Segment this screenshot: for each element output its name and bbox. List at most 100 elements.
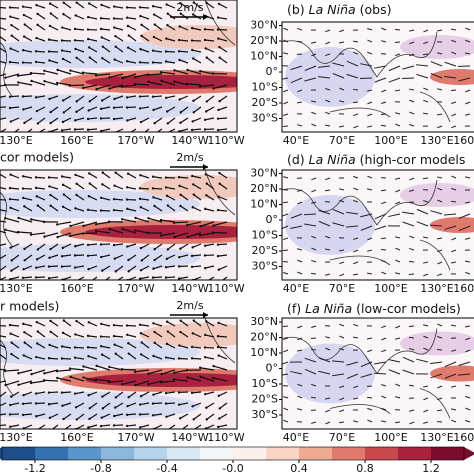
wind-vector-head [8,413,12,416]
wind-vector-head [62,319,66,322]
wind-vector-head [99,117,103,120]
wind-vector [10,276,20,280]
wind-vector [161,219,176,223]
wind-vector [451,261,457,264]
wind-vector [423,29,429,33]
wind-vector [23,205,33,212]
wind-vector-head [9,246,12,249]
wind-vector-head [190,128,194,132]
wind-vector-head [138,61,142,64]
wind-vector-head [113,184,116,187]
wind-vector [218,106,228,111]
wind-vector [206,413,215,420]
wind-vector [75,265,85,269]
title-part: La Niña [305,301,352,316]
wind-vector-head [160,234,163,237]
wind-vector [465,237,471,240]
wind-vector [346,373,359,380]
wind-vector [180,2,189,9]
wind-vector-head [99,335,103,338]
wind-vector-head [87,15,90,19]
wind-vector-head [192,13,195,16]
wind-vector [205,208,215,212]
wind-vector [24,331,33,338]
wind-vector-head [125,424,129,428]
wind-vector [17,231,33,234]
wind-vector-head [22,108,25,111]
wind-vector-head [35,109,39,113]
wind-vector [165,391,176,394]
wind-vector-head [217,195,220,198]
wind-vector [101,345,111,349]
wind-vector-head [17,81,20,84]
wind-vector [35,50,46,53]
wind-vector-head [10,259,13,262]
wind-vector-head [164,276,168,279]
wind-vector [62,254,72,257]
wind-vector [451,349,457,352]
wind-vector [83,72,98,75]
map-frame [281,21,474,133]
wind-vector [36,95,46,98]
wind-vector [165,276,176,279]
wind-vector [76,320,85,327]
wind-vector-head [186,376,189,379]
wind-vector [76,183,85,190]
wind-vector [178,357,189,360]
wind-vector [36,321,46,327]
wind-vector [102,183,111,190]
wind-vector [70,221,85,227]
colorbar-cell [68,447,102,460]
wind-vector [193,194,202,201]
wind-vector-head [177,357,181,360]
wind-vector-head [87,109,90,112]
wind-vector-head [203,356,207,359]
wind-vector-head [60,39,64,42]
wind-vector [367,175,373,179]
wind-vector [140,15,150,20]
wind-vector-head [69,69,72,72]
wind-vector [153,14,163,20]
wind-vector [23,354,33,360]
wind-vector [168,424,176,429]
title-part: (low-cor models) [352,301,461,316]
wind-vector [395,53,401,56]
wind-vector [174,232,189,238]
wind-vector [89,402,98,409]
wind-vector [352,273,359,276]
wind-vector [10,391,20,398]
wind-vector-head [112,117,116,121]
wind-vector [49,39,59,42]
wind-vector [423,397,429,401]
wind-vector-head [139,395,143,398]
wind-vector [51,424,59,429]
wind-vector [179,59,189,64]
wind-vector-head [81,232,85,235]
wind-vector [167,128,176,132]
wind-vector [75,391,85,395]
wind-vector [283,89,289,93]
wind-vector-head [138,403,142,406]
wind-vector [325,273,331,276]
wind-vector-head [99,424,103,428]
wind-vector [325,29,331,33]
wind-vector [388,77,401,83]
wind-vector [10,243,20,249]
wind-vector [113,198,124,201]
wind-vector [374,361,387,365]
wind-vector [74,346,85,349]
wind-vector [191,265,202,268]
wind-vector-head [164,50,168,53]
colorbar-cell [332,447,366,460]
wind-vector-head [48,343,51,347]
wind-vector-head [43,372,46,375]
wind-vector [82,232,98,235]
wind-vector-head [211,72,215,75]
wind-vector [360,225,373,231]
wind-vector [193,2,202,9]
wind-vector-head [218,56,221,59]
wind-vector [114,402,124,409]
wind-vector [37,24,46,31]
colorbar-tick-label: 1.2 [422,462,440,474]
wind-vector-head [126,24,130,28]
